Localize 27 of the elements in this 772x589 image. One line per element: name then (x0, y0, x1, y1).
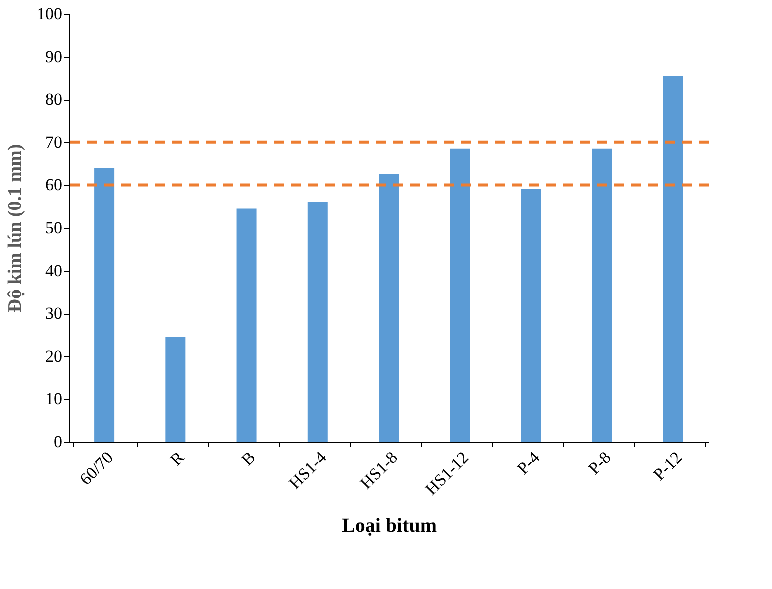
x-tick-label: P-4 (514, 448, 544, 478)
bar (450, 148, 470, 442)
y-tick-label: 100 (37, 4, 62, 24)
x-tick-label: R (166, 448, 189, 470)
x-axis-title: Loại bitum (342, 515, 438, 538)
y-axis-title: Độ kim lún (0.1 mm) (5, 144, 26, 313)
y-tick-label: 90 (46, 47, 62, 66)
bar (663, 76, 684, 442)
y-tick-label: 70 (46, 132, 62, 152)
x-tick-label: P-12 (650, 448, 686, 484)
y-tick-label: 40 (46, 261, 62, 280)
y-tick-label: 50 (46, 218, 62, 238)
y-tick-label: 80 (46, 90, 62, 110)
bar (166, 337, 186, 442)
x-tick-label: B (238, 448, 260, 470)
bar (521, 189, 542, 442)
y-tick-label: 0 (54, 432, 62, 452)
bar (308, 202, 328, 442)
bar (94, 168, 115, 442)
bar (379, 174, 399, 442)
y-tick-label: 10 (46, 390, 62, 409)
bar (236, 208, 257, 442)
y-tick-label: 30 (46, 304, 62, 324)
bar (592, 148, 612, 442)
x-tick-label: P-8 (584, 448, 615, 478)
y-tick-label: 20 (46, 346, 62, 366)
y-tick-label: 60 (46, 176, 62, 195)
